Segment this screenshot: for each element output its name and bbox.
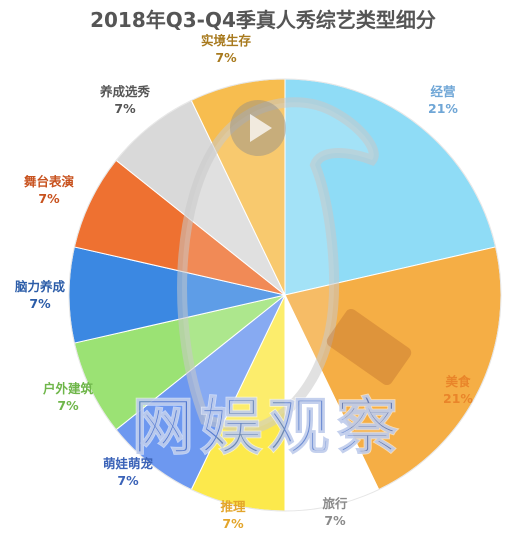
slice-percent-8: 7% [38, 191, 60, 206]
pie-slices [68, 78, 502, 512]
slice-label-9: 养成选秀 [99, 84, 151, 99]
slice-label-6: 户外建筑 [43, 381, 94, 396]
penguin-watermark-icon [177, 97, 379, 436]
remote-watermark-icon [326, 308, 412, 386]
slice-label-5: 萌娃萌宠 [103, 456, 154, 471]
pie-rim [68, 78, 502, 512]
slice-label-10: 实境生存 [201, 33, 252, 48]
slice-percent-6: 7% [57, 398, 79, 413]
slice-labels: 经营 21% 美食 21% 旅行 7% 推理 7% 萌娃萌宠 7% 户外建筑 7% 脑力养成 7% 舞台表演… [14, 33, 473, 531]
slice-label-7: 脑力养成 [14, 279, 66, 294]
slice-percent-5: 7% [117, 473, 139, 488]
chart-title: 2018年Q3-Q4季真人秀综艺类型细分 [90, 8, 436, 32]
slice-label-2: 美食 [445, 374, 471, 389]
play-triangle-icon [250, 114, 272, 142]
slice-label-8: 舞台表演 [23, 174, 75, 189]
slice-label-1: 经营 [430, 84, 456, 99]
slice-percent-7: 7% [29, 296, 51, 311]
slice-percent-4: 7% [222, 516, 244, 531]
watermark-text: 网娱观察 [132, 390, 404, 463]
slice-label-4: 推理 [220, 499, 246, 514]
watermark-logo: 网娱观察 [131, 97, 412, 464]
slice-percent-2: 21% [443, 391, 473, 406]
slice-percent-9: 7% [114, 101, 136, 116]
slice-percent-10: 7% [215, 50, 237, 65]
slice-percent-3: 7% [324, 513, 346, 528]
slice-label-3: 旅行 [321, 496, 348, 511]
slice-percent-1: 21% [428, 101, 458, 116]
